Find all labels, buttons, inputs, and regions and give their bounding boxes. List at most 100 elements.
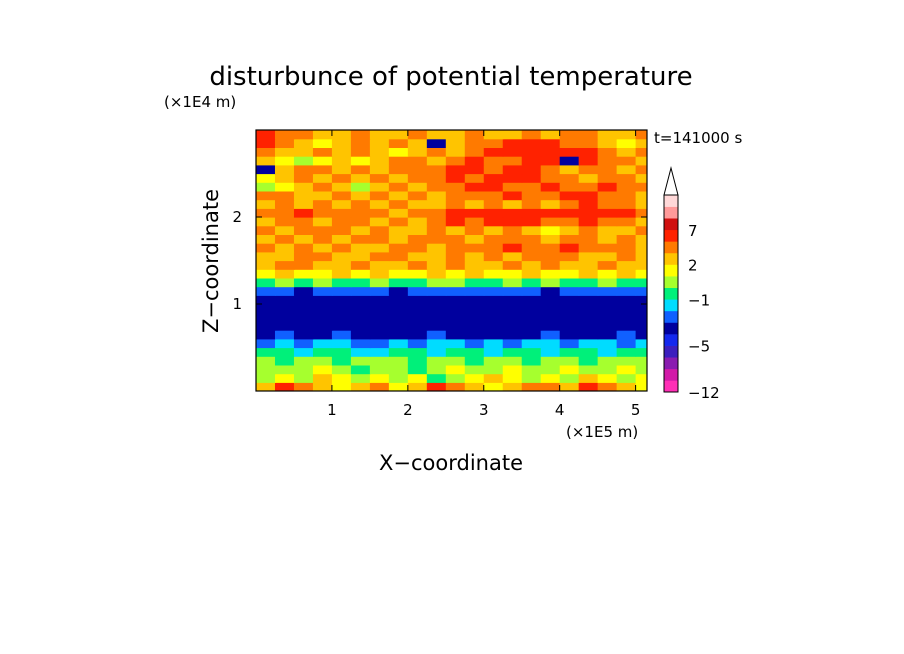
heatmap-cell — [369, 304, 390, 314]
heatmap-cell — [578, 382, 599, 391]
heatmap-cell — [426, 277, 447, 288]
heatmap-cell — [616, 269, 637, 279]
heatmap-cell — [274, 269, 295, 279]
heatmap-cells — [256, 130, 647, 391]
heatmap-cell — [578, 243, 599, 253]
heatmap-cell — [293, 260, 314, 270]
heatmap-cell — [426, 164, 447, 175]
heatmap-cell — [521, 234, 542, 244]
heatmap-cell — [445, 312, 466, 322]
heatmap-cell — [445, 225, 466, 235]
colorbar-segment — [664, 357, 678, 370]
heatmap-cell — [578, 208, 599, 218]
heatmap-cell — [578, 330, 599, 340]
heatmap-cell — [616, 225, 637, 235]
heatmap-cell — [312, 156, 333, 166]
heatmap-cell — [426, 382, 447, 391]
heatmap-cell — [578, 347, 599, 357]
heatmap-cell — [426, 217, 447, 227]
plot-frame — [255, 129, 648, 392]
heatmap-cell — [407, 147, 428, 157]
heatmap-cell — [388, 382, 409, 391]
heatmap-cell — [388, 234, 409, 244]
heatmap-cell — [540, 147, 561, 157]
heatmap-cell — [502, 182, 523, 192]
heatmap-cell — [464, 330, 485, 340]
heatmap-cell — [274, 147, 295, 157]
heatmap-cell — [597, 312, 618, 322]
heatmap-cell — [256, 130, 276, 140]
heatmap-cell — [578, 364, 599, 375]
heatmap-cell — [426, 182, 447, 192]
heatmap-cell — [388, 330, 409, 340]
heatmap-cell — [274, 347, 295, 357]
heatmap-cell — [635, 130, 647, 131]
heatmap-cell — [331, 347, 352, 357]
heatmap-cell — [388, 130, 409, 131]
heatmap-cell — [293, 217, 314, 227]
colorbar-segment — [664, 195, 678, 207]
heatmap-cell — [502, 225, 523, 235]
heatmap-cell — [616, 251, 637, 262]
heatmap-cell — [540, 208, 561, 218]
colorbar-segment — [664, 241, 678, 254]
heatmap-cell — [274, 173, 295, 183]
heatmap-cell — [616, 208, 637, 218]
heatmap-cell — [445, 130, 466, 140]
heatmap-cell — [312, 295, 333, 305]
heatmap-cell — [540, 164, 561, 175]
heatmap-cell — [369, 251, 390, 262]
x-tick-label: 3 — [479, 401, 489, 419]
heatmap-cell — [350, 130, 371, 131]
heatmap-cell — [388, 304, 409, 314]
heatmap-cell — [274, 217, 295, 227]
heatmap-cell — [521, 373, 542, 383]
heatmap-cell — [578, 234, 599, 244]
heatmap-cell — [540, 373, 561, 383]
heatmap-cell — [445, 156, 466, 166]
heatmap-cell — [521, 382, 542, 391]
heatmap-cell — [445, 147, 466, 157]
heatmap-cell — [540, 338, 561, 349]
heatmap-cell — [483, 260, 504, 270]
heatmap-cell — [521, 243, 542, 253]
colorbar-segment — [664, 287, 678, 300]
heatmap-cell — [483, 190, 504, 201]
heatmap-cell — [578, 199, 599, 209]
heatmap-cell — [464, 225, 485, 235]
heatmap-cell — [445, 182, 466, 192]
heatmap-cell — [559, 147, 580, 157]
heatmap-cell — [483, 251, 504, 262]
heatmap-cell — [312, 147, 333, 157]
heatmap-cell — [369, 225, 390, 235]
heatmap-cell — [350, 130, 371, 140]
heatmap-cell — [597, 243, 618, 253]
heatmap-cell — [540, 269, 561, 279]
heatmap-cell — [635, 130, 647, 140]
heatmap-cell — [559, 373, 580, 383]
heatmap-cell — [331, 130, 352, 140]
x-tick-label: 2 — [403, 401, 413, 419]
heatmap-cell — [464, 356, 485, 366]
heatmap-cell — [274, 156, 295, 166]
heatmap-cell — [312, 356, 333, 366]
heatmap-cell — [369, 130, 390, 140]
heatmap-cell — [407, 304, 428, 314]
heatmap-cell — [407, 251, 428, 262]
heatmap-cell — [388, 225, 409, 235]
heatmap-cell — [407, 156, 428, 166]
heatmap-cell — [331, 173, 352, 183]
colorbar-segment — [664, 264, 678, 277]
heatmap-cell — [502, 138, 523, 148]
heatmap-cell — [331, 130, 352, 131]
heatmap-cell — [616, 286, 637, 296]
heatmap-cell — [388, 164, 409, 175]
heatmap-cell — [350, 356, 371, 366]
heatmap-cell — [331, 304, 352, 314]
heatmap-cell — [331, 364, 352, 375]
heatmap-cell — [274, 130, 295, 140]
heatmap-cell — [369, 364, 390, 375]
heatmap-cell — [483, 147, 504, 157]
heatmap-cell — [559, 243, 580, 253]
heatmap-cell — [635, 243, 647, 253]
